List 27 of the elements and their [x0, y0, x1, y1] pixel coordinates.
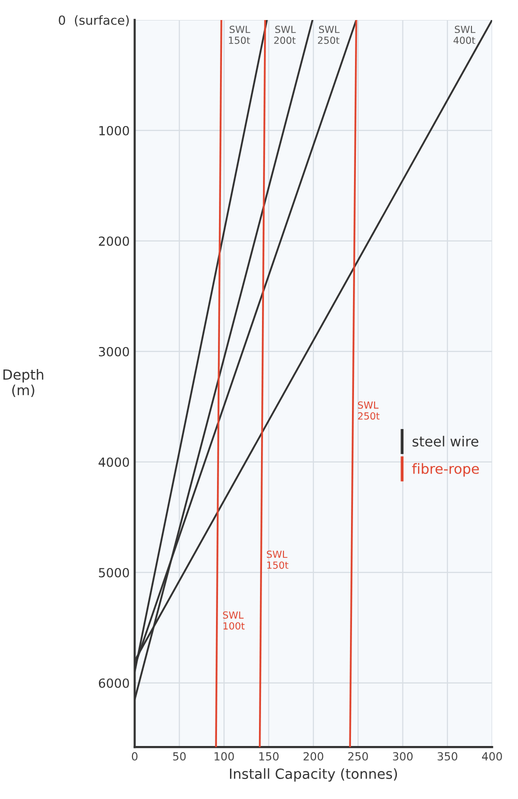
legend-label: fibre-rope — [412, 463, 479, 477]
y-tick-label: 4000 — [98, 457, 129, 467]
y-axis-title: Depth (m) — [3, 369, 44, 397]
y-tick-label: 6000 — [98, 678, 129, 688]
annotation: SWL 400t — [454, 26, 476, 44]
x-tick-label: 400 — [482, 752, 502, 761]
annotation: SWL 150t — [266, 550, 288, 569]
y-tick-label: 2000 — [98, 236, 129, 246]
x-tick-label: 200 — [304, 752, 324, 761]
x-axis-title: Install Capacity (tonnes) — [230, 768, 397, 782]
annotation: SWL 250t — [358, 401, 380, 420]
annotation: SWL 250t — [318, 26, 340, 44]
y-tick-label: 0 (surface) — [58, 15, 129, 26]
y-tick-label: 1000 — [99, 126, 129, 136]
legend-label: steel wire — [412, 436, 478, 447]
x-tick-label: 100 — [214, 752, 234, 761]
y-tick-label: 3000 — [98, 346, 129, 356]
annotation: SWL 150t — [228, 26, 250, 44]
x-tick-label: 350 — [438, 752, 458, 761]
x-tick-label: 0 — [132, 752, 138, 761]
x-tick-label: 150 — [259, 752, 279, 761]
x-tick-label: 50 — [173, 752, 186, 761]
y-tick-label: 5000 — [98, 568, 129, 578]
x-tick-label: 250 — [348, 752, 368, 761]
annotation: SWL 200t — [274, 26, 296, 44]
x-tick-label: 300 — [392, 752, 413, 761]
annotation: SWL 100t — [223, 611, 245, 630]
